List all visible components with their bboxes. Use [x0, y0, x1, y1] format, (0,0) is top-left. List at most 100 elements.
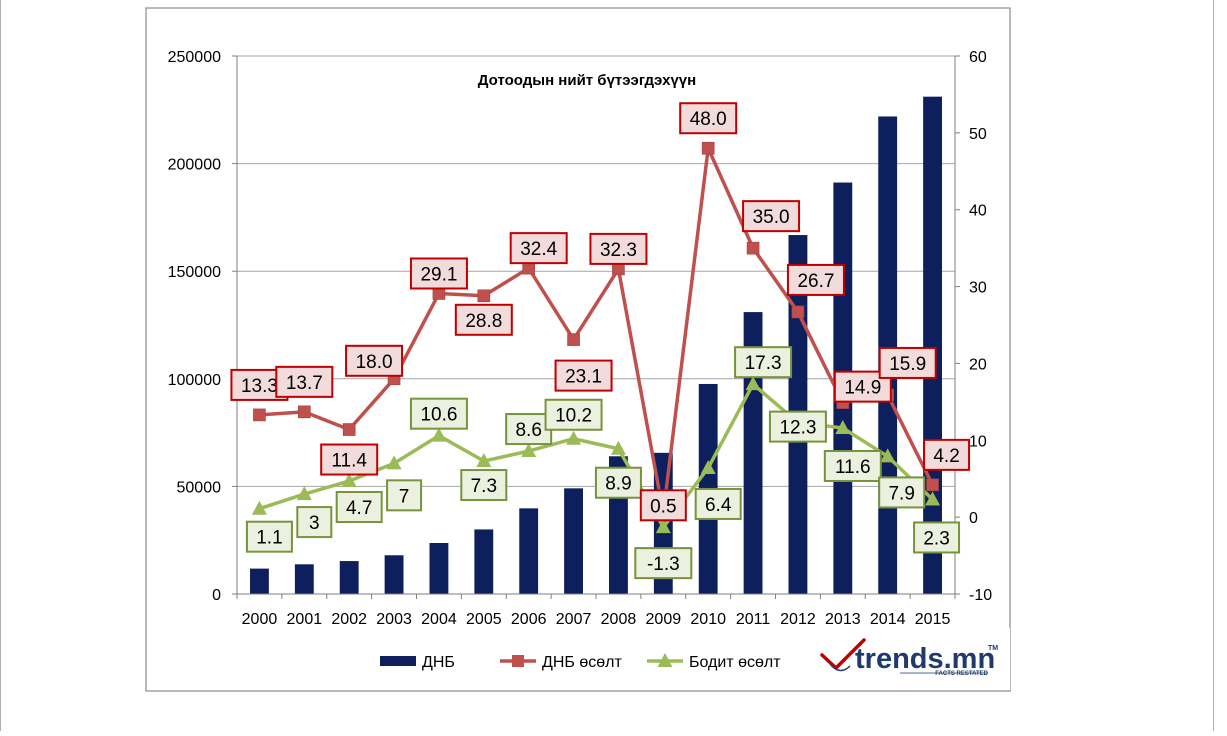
legend-entry-label: ДНБ [422, 654, 455, 671]
real-growth-marker [341, 473, 357, 488]
y-right-tick-label: -10 [969, 587, 992, 604]
x-tick-label: 2015 [915, 611, 951, 628]
gdp-growth-data-label: 18.0 [356, 352, 393, 373]
gdp-growth-data-label: 35.0 [753, 207, 790, 228]
real-growth-label-box [594, 466, 642, 499]
real-growth-marker [476, 453, 492, 468]
real-growth-label-box [768, 410, 827, 443]
y-left-tick-label: 200000 [168, 157, 221, 174]
x-tick-label: 2008 [601, 611, 637, 628]
real-growth-label-box [634, 547, 693, 580]
y-left-tick-label: 50000 [177, 479, 222, 496]
logo-tm: TM [988, 645, 998, 652]
data-labels-layer: 1.1 3 4.7 7 10.6 7.3 8.6 10.2 8.9 -1.3 6.4 17.3 12.3… [230, 102, 971, 580]
gdp-growth-data-label: 32.4 [520, 239, 557, 260]
y-right-tick-label: 50 [969, 126, 987, 143]
real-growth-marker [835, 419, 851, 434]
chart-title: Дотоодын нийт бүтээгдэхүүн [478, 72, 696, 89]
y-left-tick-label: 150000 [168, 264, 221, 281]
gdp-growth-marker [567, 333, 580, 346]
legend: ДНБ ДНБ өсөлт Бодит өсөлт [380, 653, 781, 671]
real-growth-data-label: 8.9 [605, 474, 631, 495]
x-tick-label: 2003 [376, 611, 412, 628]
real-growth-label-box [296, 506, 333, 539]
bar-2004 [429, 542, 449, 594]
axes-layer: 050000100000150000200000250000-100102030… [168, 49, 993, 628]
y-left-tick-label: 250000 [168, 49, 221, 66]
gdp-growth-data-label: 32.3 [600, 240, 637, 261]
gdp-growth-data-label: 0.5 [650, 496, 676, 517]
real-growth-data-label: 2.3 [923, 528, 949, 549]
legend-entry-label: Бодит өсөлт [689, 654, 781, 671]
bar-2005 [474, 529, 494, 594]
bar-2015 [923, 96, 942, 595]
real-growth-label-box [386, 479, 423, 512]
real-growth-data-label: 7.3 [471, 476, 497, 497]
real-growth-data-label: 8.6 [515, 420, 541, 441]
gdp-growth-label-box [878, 346, 937, 379]
bar-2002 [339, 561, 359, 594]
bar-2007 [564, 488, 583, 594]
y-right-tick-label: 10 [969, 433, 987, 450]
gdp-growth-data-label: 14.9 [844, 378, 881, 399]
gdp-growth-data-label: 48.0 [690, 109, 727, 130]
x-tick-label: 2002 [331, 611, 367, 628]
real-growth-label-box [694, 487, 742, 520]
gdp-growth-data-label: 13.7 [286, 373, 323, 394]
gdp-growth-label-box [786, 263, 845, 296]
real-growth-label-box [245, 520, 293, 553]
gdp-growth-label-box [275, 365, 334, 398]
real-growth-data-label: 1.1 [256, 528, 282, 549]
logo-tagline: FACTS RESTATED [935, 671, 988, 677]
gdp-growth-label-box [742, 200, 801, 233]
trends-logo: trends.mn TM FACTS RESTATED [812, 628, 1010, 690]
bar-2003 [384, 555, 404, 594]
gdp-growth-label-box [679, 102, 738, 135]
x-tick-label: 2005 [466, 611, 502, 628]
y-right-tick-label: 30 [969, 280, 987, 297]
real-growth-label-box [544, 398, 603, 431]
real-growth-label-box [335, 491, 383, 524]
gdp-growth-marker [298, 405, 311, 419]
gdp-growth-data-label: 4.2 [933, 446, 959, 467]
real-growth-data-label: 10.2 [555, 406, 592, 427]
legend-bar-swatch [380, 656, 416, 666]
legend-entry-label: ДНБ өсөлт [542, 654, 622, 671]
real-growth-marker [880, 448, 896, 463]
gdp-growth-marker [926, 478, 939, 492]
gdp-growth-label-box [923, 438, 971, 471]
real-growth-marker [925, 491, 941, 506]
real-growth-data-label: 11.6 [835, 457, 871, 478]
x-tick-label: 2007 [556, 611, 592, 628]
gdp-growth-label-box [554, 359, 613, 392]
x-tick-label: 2012 [780, 611, 816, 628]
gdp-growth-data-label: 23.1 [565, 367, 602, 388]
real-growth-label-box [878, 476, 926, 509]
bar-2001 [294, 564, 314, 594]
gdp-growth-data-label: 11.4 [331, 451, 367, 472]
real-growth-data-label: 12.3 [779, 418, 816, 439]
y-right-tick-label: 20 [969, 356, 987, 373]
x-tick-label: 2006 [511, 611, 547, 628]
real-growth-data-label: 10.6 [420, 405, 457, 426]
checkmark-swoosh-icon [829, 663, 851, 672]
gdp-growth-marker [701, 141, 715, 155]
gdp-growth-label-box [589, 232, 648, 265]
gdp-growth-marker [342, 423, 356, 436]
y-left-tick-label: 100000 [168, 372, 221, 389]
real-growth-marker [251, 500, 267, 515]
real-growth-marker [566, 430, 582, 445]
bar-2006 [519, 508, 539, 594]
gdp-growth-data-label: 13.3 [241, 376, 278, 397]
y-right-tick-label: 0 [969, 510, 978, 527]
gdp-growth-marker [791, 305, 805, 319]
real-growth-marker [700, 459, 716, 474]
bar-2011 [743, 312, 763, 594]
real-growth-data-label: -1.3 [647, 554, 680, 575]
x-tick-label: 2010 [690, 611, 726, 628]
gdp-growth-label-box [454, 303, 513, 336]
real-growth-marker [655, 519, 671, 534]
real-growth-data-label: 7 [399, 486, 410, 507]
real-growth-data-label: 4.7 [346, 498, 372, 519]
